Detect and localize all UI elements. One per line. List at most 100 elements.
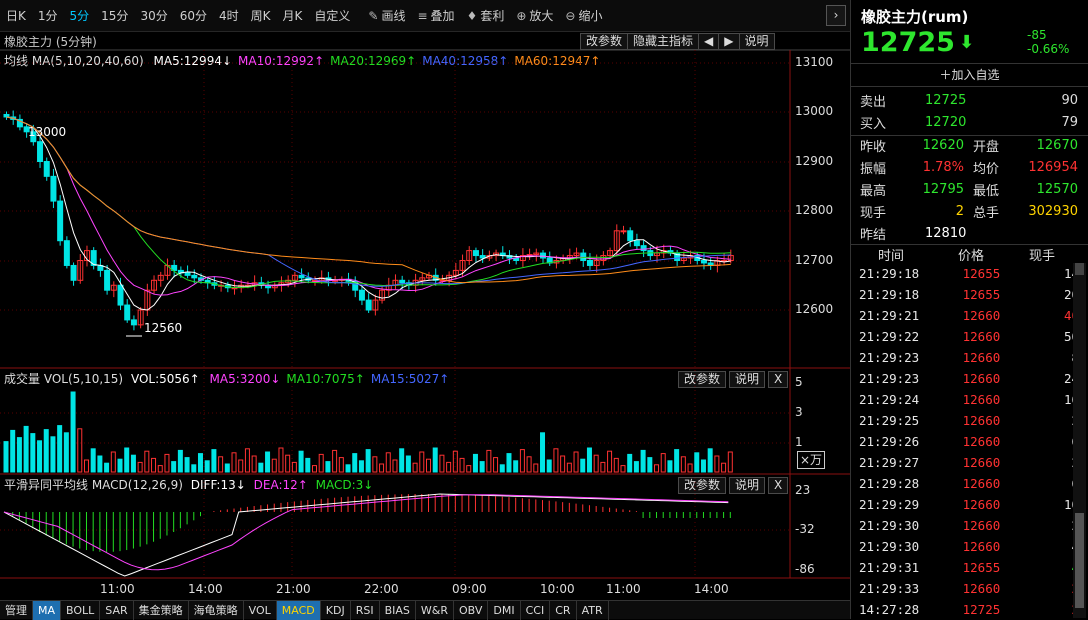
vol-ma-value-0: MA5:3200↓	[209, 372, 281, 386]
zoom-out-button[interactable]: ⊖ 缩小	[559, 0, 608, 32]
tick-time: 21:29:31	[859, 560, 920, 575]
indicator-tab-dmi[interactable]: DMI	[488, 600, 521, 620]
period-tab-5[interactable]: 60分	[179, 8, 207, 23]
indicator-tab-管理[interactable]: 管理	[0, 600, 33, 620]
period-tab-3[interactable]: 15分	[101, 8, 129, 23]
kline-chart[interactable]: 13000 12560	[0, 0, 850, 600]
tick-price: 12660	[962, 371, 1001, 386]
candle-body	[540, 252, 547, 259]
volume-bar	[600, 461, 606, 473]
period-tab-8[interactable]: 月K	[282, 8, 303, 23]
indicator-tab-cci[interactable]: CCI	[521, 600, 551, 620]
volume-bar	[271, 458, 277, 473]
indicator-tab-kdj[interactable]: KDJ	[321, 600, 351, 620]
period-tab-4[interactable]: 30分	[140, 8, 168, 23]
scroll-up-icon[interactable]	[1075, 263, 1084, 275]
volume-bar	[721, 462, 727, 473]
indicator-tab-w&r[interactable]: W&R	[416, 600, 454, 620]
contract-name: 橡胶主力(rum)	[861, 8, 969, 26]
vol-close-button[interactable]: X	[768, 371, 789, 388]
overlay-button[interactable]: ≡ 叠加	[411, 0, 460, 32]
indicator-tab-bar: 管理 MA BOLL SAR 集金策略 海龟策略 VOL MACD KDJ RSI BIAS W&R O…	[0, 600, 850, 620]
volume-bar	[674, 449, 680, 473]
candle-body	[607, 250, 614, 257]
indicator-tab-macd[interactable]: MACD	[276, 600, 321, 620]
vol-ma-value-1: MA10:7075↑	[286, 372, 365, 386]
tick-volume: 2	[1023, 452, 1079, 473]
tick-volume: 6	[1023, 473, 1079, 494]
add-watchlist-button[interactable]: ＋加入自选	[851, 63, 1088, 87]
tick-scrollbar[interactable]	[1073, 263, 1086, 618]
volume-bar	[117, 458, 123, 473]
volume-bar	[640, 449, 646, 473]
volume-bar	[305, 457, 311, 473]
indicator-tab-obv[interactable]: OBV	[454, 600, 489, 620]
vol-help-button[interactable]: 说明	[729, 371, 766, 388]
volume-bar	[553, 448, 559, 473]
indicator-tab-sar[interactable]: SAR	[100, 600, 134, 620]
indicator-tab-bias[interactable]: BIAS	[380, 600, 416, 620]
volume-bar	[3, 441, 9, 473]
stat-label: 最低	[973, 183, 1000, 199]
volume-bar	[707, 448, 713, 473]
scroll-thumb[interactable]	[1075, 513, 1084, 608]
arbitrage-button[interactable]: ♦ 套利	[461, 0, 511, 32]
period-tab-9[interactable]: 自定义	[314, 8, 351, 23]
period-tab-0[interactable]: 日K	[6, 8, 26, 23]
volume-bar	[533, 463, 539, 473]
indicator-tab-rsi[interactable]: RSI	[351, 600, 380, 620]
tick-time: 21:29:29	[859, 497, 920, 512]
candle-body	[727, 255, 734, 262]
tick-time: 21:29:27	[859, 455, 920, 470]
period-tab-7[interactable]: 周K	[250, 8, 271, 23]
volume-bar	[285, 454, 291, 473]
vol-params-button[interactable]: 改参数	[678, 371, 727, 388]
indicator-tab-ma[interactable]: MA	[33, 600, 62, 620]
candle-body	[627, 230, 634, 242]
volume-bar	[204, 460, 210, 473]
candle-body	[191, 274, 198, 279]
indicator-tab-atr[interactable]: ATR	[577, 600, 609, 620]
volume-bar	[660, 453, 666, 473]
period-tab-1[interactable]: 1分	[37, 8, 58, 23]
period-tab-2[interactable]: 5分	[69, 8, 90, 23]
candle-body	[77, 260, 84, 281]
candle-body	[372, 299, 379, 311]
period-tab-6[interactable]: 4时	[219, 8, 239, 23]
time-tick: 11:00	[606, 582, 641, 596]
tick-price: 12660	[962, 350, 1001, 365]
indicator-tab-boll[interactable]: BOLL	[61, 600, 101, 620]
candle-body	[117, 284, 124, 306]
bid-price: 12720	[925, 114, 967, 130]
candle-body	[37, 141, 44, 162]
tick-price: 12660	[962, 308, 1001, 323]
macd-close-button[interactable]: X	[768, 477, 789, 494]
ma-value-3: MA40:12958↑	[422, 54, 509, 68]
indicator-tab-集金策略[interactable]: 集金策略	[134, 600, 189, 620]
indicator-tab-vol[interactable]: VOL	[244, 600, 277, 620]
main-params-button[interactable]: 改参数	[580, 33, 629, 50]
ask-volume: 90	[1061, 92, 1078, 108]
next-page-button[interactable]: ›	[826, 5, 846, 26]
macd-params-button[interactable]: 改参数	[678, 477, 727, 494]
tick-time: 21:29:23	[859, 371, 920, 386]
tick-price: 12660	[962, 392, 1001, 407]
macd-help-button[interactable]: 说明	[729, 477, 766, 494]
volume-bar	[633, 461, 639, 473]
volume-bar	[124, 447, 130, 473]
volume-bar	[191, 464, 197, 473]
vol-tick: 5	[795, 375, 803, 389]
indicator-tab-cr[interactable]: CR	[550, 600, 577, 620]
volume-bar	[580, 458, 586, 473]
macd-value: MACD:3↓	[315, 478, 374, 492]
indicator-tab-海龟策略[interactable]: 海龟策略	[189, 600, 244, 620]
stat-value: 2	[955, 203, 964, 219]
tool-label: 画线	[381, 8, 406, 23]
stat-value: 12670	[1036, 137, 1078, 153]
draw-line-button[interactable]: ✎ 画线	[362, 0, 411, 32]
candle-body	[379, 289, 386, 301]
vol-tick: 1	[795, 435, 803, 449]
volume-bar	[83, 459, 89, 473]
zoom-in-button[interactable]: ⊕ 放大	[510, 0, 559, 32]
tick-price: 12660	[962, 518, 1001, 533]
